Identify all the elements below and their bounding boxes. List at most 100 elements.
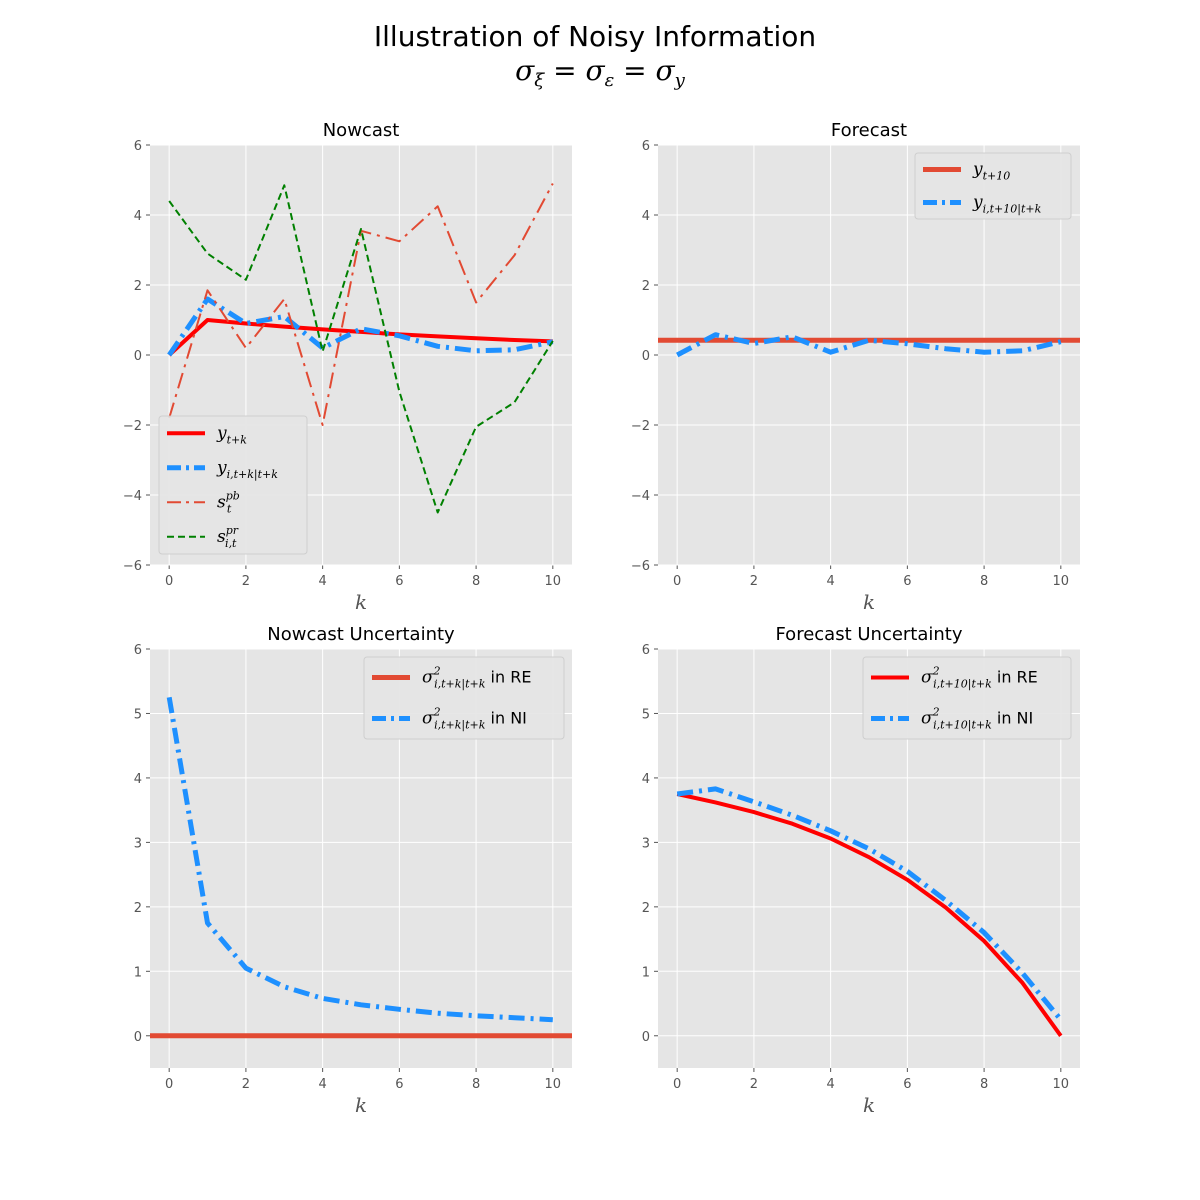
y-tick-label: 0 [134,349,142,364]
x-tick-label: 6 [903,1077,911,1092]
y-tick-label: 6 [642,139,650,154]
legend-label-4-sub: i,t [225,537,237,550]
x-tick-label: 4 [826,1077,834,1092]
legend-label-1: σ2 i,t+10|t+k in RE [921,665,1038,692]
y-tick-label: −6 [631,559,650,574]
legend-label-2-symbol: y [972,193,983,213]
y-tick-label: 5 [134,707,142,722]
legend-label-2-symbol: σ [422,709,434,729]
panel-title: Forecast Uncertainty [775,624,962,645]
subtitle-sigma-xi: σ [515,54,535,87]
series-group [676,786,1063,1037]
y-tick-label: 2 [642,279,650,294]
subtitle-sigma-y: σ [656,54,676,87]
x-tick-label: 10 [1053,574,1070,589]
series-group [167,183,554,514]
legend-label-4-symbol: s [217,527,226,547]
x-axis-label: k [355,1093,367,1117]
subtitle-sub-y: y [674,70,686,91]
legend-label-2-sub: i,t+10|t+k [983,203,1042,217]
legend-label-2: σ2 i,t+10|t+k in NI [921,706,1033,733]
x-tick-label: 0 [165,1077,173,1092]
y-tick-label: 0 [134,1030,142,1045]
x-tick-label: 4 [318,1077,326,1092]
panel-title: Nowcast Uncertainty [267,624,455,645]
legend-label-2: σ2 i,t+k|t+k in NI [422,706,527,733]
x-tick-label: 8 [472,1077,480,1092]
legend-label-1-suffix: in RE [485,668,531,687]
legend: σ2 i,t+k|t+k in RE σ2 i,t+k|t+k in NI [363,656,565,740]
x-tick-label: 8 [980,1077,988,1092]
legend-label-1-symbol: σ [921,668,933,688]
legend-label-1: yt+10 [972,160,1010,183]
legend-label-2-symbol: σ [921,709,933,729]
y-tick-label: 0 [642,349,650,364]
series-group [150,696,572,1039]
x-axis-label: k [355,590,367,614]
legend-label-2: yi,t+k|t+k [216,458,278,482]
legend-label-1: σ2 i,t+k|t+k in RE [422,665,531,692]
subtitle-equals-1: = [544,54,585,87]
y-tick-label: 3 [134,836,142,851]
y-tick-label: 5 [642,707,650,722]
y-tick-label: −2 [123,419,142,434]
series-line-1 [676,792,1063,1037]
panel-2: 0 2 4 6 8 10−6−4−20246Forecastkyt+10yi,t+10|t… [631,120,1080,614]
x-tick-label: 2 [242,574,250,589]
y-tick-label: 6 [134,139,142,154]
y-tick-label: −2 [631,419,650,434]
legend-box [158,415,308,555]
figure-title: Illustration of Noisy Information [374,20,816,53]
legend-label-3-sup: pb [226,489,240,502]
y-tick-label: 0 [642,1030,650,1045]
y-tick-label: −4 [123,489,142,504]
legend-label-2-symbol: y [216,458,227,478]
x-axis-label: k [863,590,875,614]
legend-label-3-sub: t [227,502,232,515]
series-line-2 [676,786,1063,1022]
y-tick-label: 1 [134,965,142,980]
legend-label-2-sup: 2 [932,706,940,719]
legend-label-1-sub: t+10 [983,170,1011,183]
legend-label-1-symbol: y [216,423,227,443]
legend-label-1-sub: i,t+10|t+k [933,678,992,692]
x-tick-label: 0 [673,574,681,589]
x-tick-label: 10 [545,574,562,589]
legend-box [363,656,565,740]
panel-title: Forecast [831,120,907,141]
subtitle-sub-xi: ξ [534,70,545,91]
legend-label-1-symbol: y [972,160,983,180]
legend-box [862,656,1072,740]
x-tick-label: 4 [826,574,834,589]
legend-label-3-symbol: s [217,492,226,512]
legend-label-2-suffix: in NI [485,709,526,728]
x-tick-label: 4 [318,574,326,589]
series-line-1 [167,318,553,357]
subtitle-equals-2: = [614,54,655,87]
legend-label-1-sup: 2 [433,665,441,678]
y-tick-label: 1 [642,965,650,980]
subtitle-sigma-eps: σ [585,54,605,87]
y-tick-label: 4 [642,772,650,787]
y-tick-label: 4 [134,209,142,224]
series-line-2 [166,696,553,1023]
legend-label-2-sub: i,t+10|t+k [933,719,992,733]
y-tick-label: 6 [642,643,650,658]
x-tick-label: 6 [903,574,911,589]
x-tick-label: 8 [472,574,480,589]
x-tick-label: 10 [545,1077,562,1092]
y-tick-label: 4 [642,209,650,224]
x-tick-label: 6 [395,574,403,589]
legend-label-2-suffix: in NI [992,709,1033,728]
figure-subtitle: σξ = σε = σy [515,54,686,91]
x-tick-label: 0 [673,1077,681,1092]
legend-label-4-sup: pr [226,524,239,537]
x-tick-label: 10 [1053,1077,1070,1092]
legend-label-2-sub: i,t+k|t+k [227,468,279,482]
y-tick-label: 6 [134,643,142,658]
y-tick-label: 2 [642,901,650,916]
